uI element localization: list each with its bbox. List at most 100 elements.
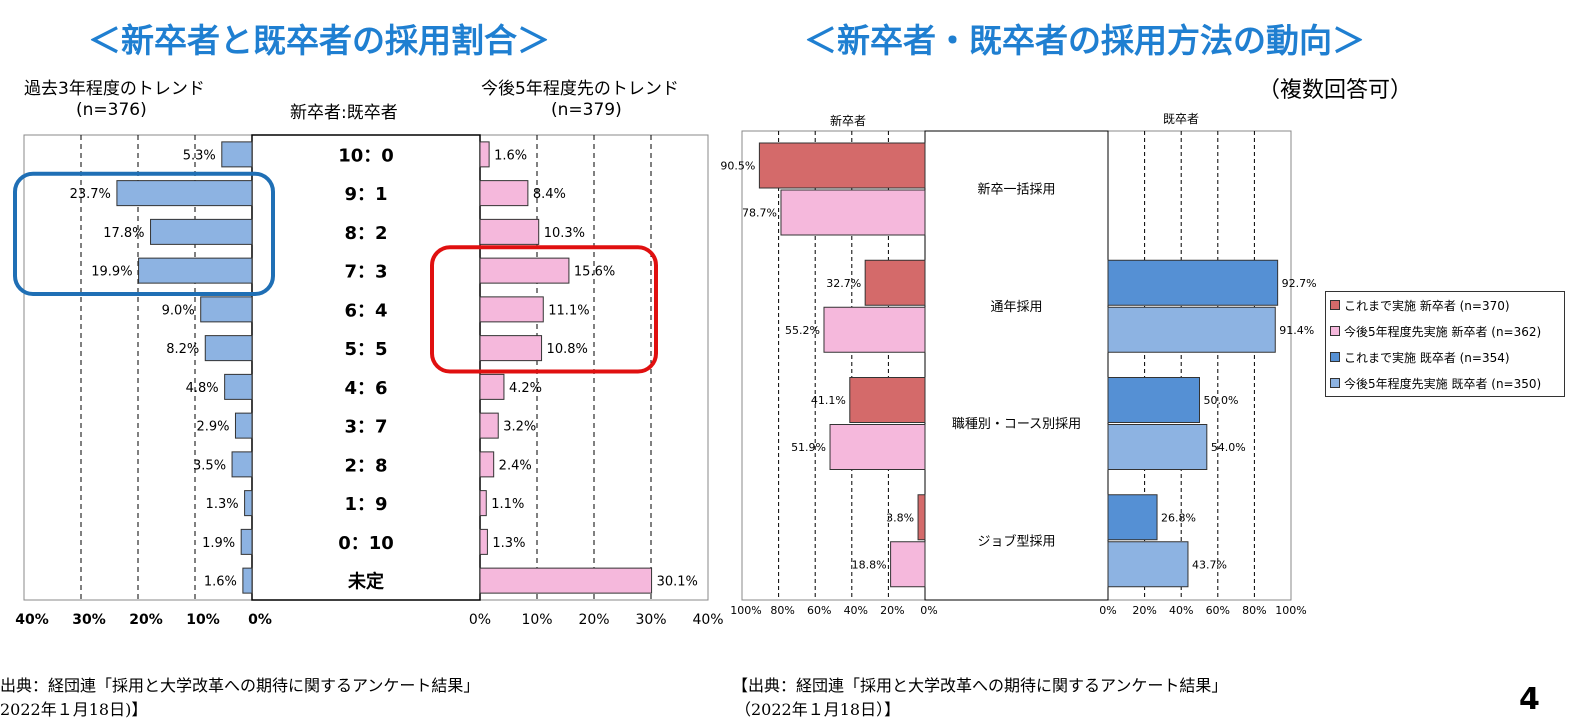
- right-source-line2: （2022年１月18日）】: [735, 700, 901, 719]
- new-grad-future-bar: [829, 424, 926, 470]
- legend-swatch: [1330, 326, 1340, 336]
- ratio-category: 7：3: [344, 262, 387, 283]
- new-grad-past-label: 90.5%: [720, 160, 755, 173]
- axis-tick-label: 80%: [1242, 604, 1266, 617]
- axis-tick-label: 40%: [692, 612, 723, 628]
- legend-swatch: [1330, 352, 1340, 362]
- past-bar-label: 1.9%: [202, 536, 235, 551]
- future-bar: [479, 335, 543, 362]
- future-bar: [479, 141, 490, 168]
- past-bar: [240, 528, 253, 555]
- new-grad-past-bar: [917, 494, 926, 541]
- axis-tick-label: 40%: [15, 612, 49, 628]
- past-bar: [150, 218, 253, 245]
- past-bar-label: 1.6%: [204, 575, 237, 590]
- legend-label: これまで実施 既卒者 (n=354): [1344, 350, 1510, 365]
- future-bar: [479, 296, 544, 323]
- axis-tick-label: 40%: [844, 604, 868, 617]
- past-bar: [200, 296, 253, 323]
- ratio-category: 0：10: [338, 533, 394, 554]
- new-grad-future-label: 55.2%: [785, 324, 820, 337]
- left-source-line1: 出典：経団連「採用と大学改革への期待に関するアンケート結果」: [0, 676, 480, 695]
- axis-tick-label: 80%: [770, 604, 794, 617]
- past-bar: [138, 257, 253, 284]
- legend-item: 今後5年程度先実施 新卒者 (n=362): [1330, 318, 1560, 344]
- method-category: 新卒一括採用: [977, 182, 1055, 198]
- legend: これまで実施 新卒者 (n=370) 今後5年程度先実施 新卒者 (n=362)…: [1325, 291, 1565, 397]
- axis-tick-label: 100%: [1275, 604, 1306, 617]
- ratio-category: 3：7: [344, 417, 387, 438]
- axis-tick-label: 100%: [730, 604, 761, 617]
- past-bar-label: 9.0%: [162, 303, 195, 318]
- new-grad-past-label: 32.7%: [826, 277, 861, 290]
- future-trend-n: (n=379): [551, 100, 622, 120]
- new-grad-past-bar: [849, 377, 926, 423]
- panel-label-experienced: 既卒者: [1163, 112, 1200, 126]
- experienced-future-label: 91.4%: [1279, 324, 1314, 337]
- past-bar-label: 17.8%: [103, 226, 144, 241]
- past-bar: [116, 180, 253, 207]
- future-trend-label: 今後5年程度先のトレンド: [481, 79, 679, 99]
- past-bar: [234, 412, 253, 439]
- new-grad-future-label: 18.8%: [852, 558, 887, 571]
- past-bar: [204, 335, 253, 362]
- ratio-category: 6：4: [344, 300, 387, 321]
- future-bar-label: 11.1%: [548, 303, 589, 318]
- future-bar-label: 10.8%: [547, 342, 588, 357]
- axis-tick-label: 0%: [248, 612, 272, 628]
- ratio-category: 4：6: [344, 378, 387, 399]
- ratio-butterfly-chart: 5.3% 1.6% 10：0 23.7% 8.4% 9：1 17.8% 10.3% 8：2 19.…: [13, 134, 724, 628]
- axis-tick-label: 40%: [1169, 604, 1193, 617]
- axis-tick-label: 60%: [807, 604, 831, 617]
- future-bar-label: 1.1%: [491, 497, 524, 512]
- future-bar: [479, 528, 488, 555]
- experienced-future-label: 54.0%: [1211, 441, 1246, 454]
- future-bar: [479, 218, 540, 245]
- axis-tick-label: 20%: [1132, 604, 1156, 617]
- experienced-future-bar: [1107, 424, 1208, 470]
- axis-tick-label: 0%: [1099, 604, 1116, 617]
- method-butterfly-chart: 90.5% 78.7% 新卒一括採用 32.7% 55.2% 92.7% 91.4% 通年採用…: [720, 130, 1317, 617]
- future-bar-label: 30.1%: [657, 575, 698, 590]
- future-bar: [479, 373, 505, 400]
- axis-tick-label: 60%: [1206, 604, 1230, 617]
- future-bar-label: 3.2%: [503, 420, 536, 435]
- ratio-category: 未定: [348, 571, 384, 593]
- ratio-category: 1：9: [344, 494, 387, 515]
- method-category: ジョブ型採用: [977, 533, 1055, 549]
- axis-tick-label: 20%: [578, 612, 609, 628]
- experienced-past-label: 50.0%: [1204, 394, 1239, 407]
- right-chart-title: ＜新卒者・既卒者の採用方法の動向＞: [804, 21, 1365, 60]
- future-bar-label: 10.3%: [544, 226, 585, 241]
- new-grad-future-bar: [823, 306, 926, 353]
- left-chart-title: ＜新卒者と既卒者の採用割合＞: [88, 21, 550, 60]
- past-bar: [221, 141, 253, 168]
- legend-item: これまで実施 新卒者 (n=370): [1330, 292, 1560, 318]
- future-bar-label: 1.3%: [492, 536, 525, 551]
- future-bar-label: 4.2%: [509, 381, 542, 396]
- future-bar: [479, 412, 499, 439]
- legend-item: 今後5年程度先実施 既卒者 (n=350): [1330, 370, 1560, 396]
- legend-label: これまで実施 新卒者 (n=370): [1344, 298, 1510, 313]
- axis-tick-label: 30%: [635, 612, 666, 628]
- new-grad-future-label: 51.9%: [791, 441, 826, 454]
- legend-label: 今後5年程度先実施 新卒者 (n=362): [1344, 324, 1542, 339]
- left-source-line2: 2022年１月18日)】: [0, 700, 148, 719]
- new-grad-past-bar: [758, 142, 926, 189]
- new-grad-past-label: 3.8%: [886, 511, 914, 524]
- past-bar-label: 5.3%: [183, 148, 216, 163]
- future-bar: [479, 490, 487, 517]
- axis-tick-label: 10%: [521, 612, 552, 628]
- new-grad-past-label: 41.1%: [811, 394, 846, 407]
- ratio-category: 2：8: [344, 455, 387, 476]
- method-category: 通年採用: [990, 300, 1042, 315]
- past-trend-n: (n=376): [76, 100, 147, 120]
- axis-tick-label: 20%: [129, 612, 163, 628]
- future-bar: [479, 567, 653, 594]
- new-grad-future-bar: [890, 541, 926, 588]
- new-grad-future-label: 78.7%: [742, 207, 777, 220]
- ratio-category: 5：5: [344, 339, 387, 360]
- experienced-past-bar: [1107, 377, 1200, 423]
- legend-label: 今後5年程度先実施 既卒者 (n=350): [1344, 376, 1542, 391]
- future-bar: [479, 180, 529, 207]
